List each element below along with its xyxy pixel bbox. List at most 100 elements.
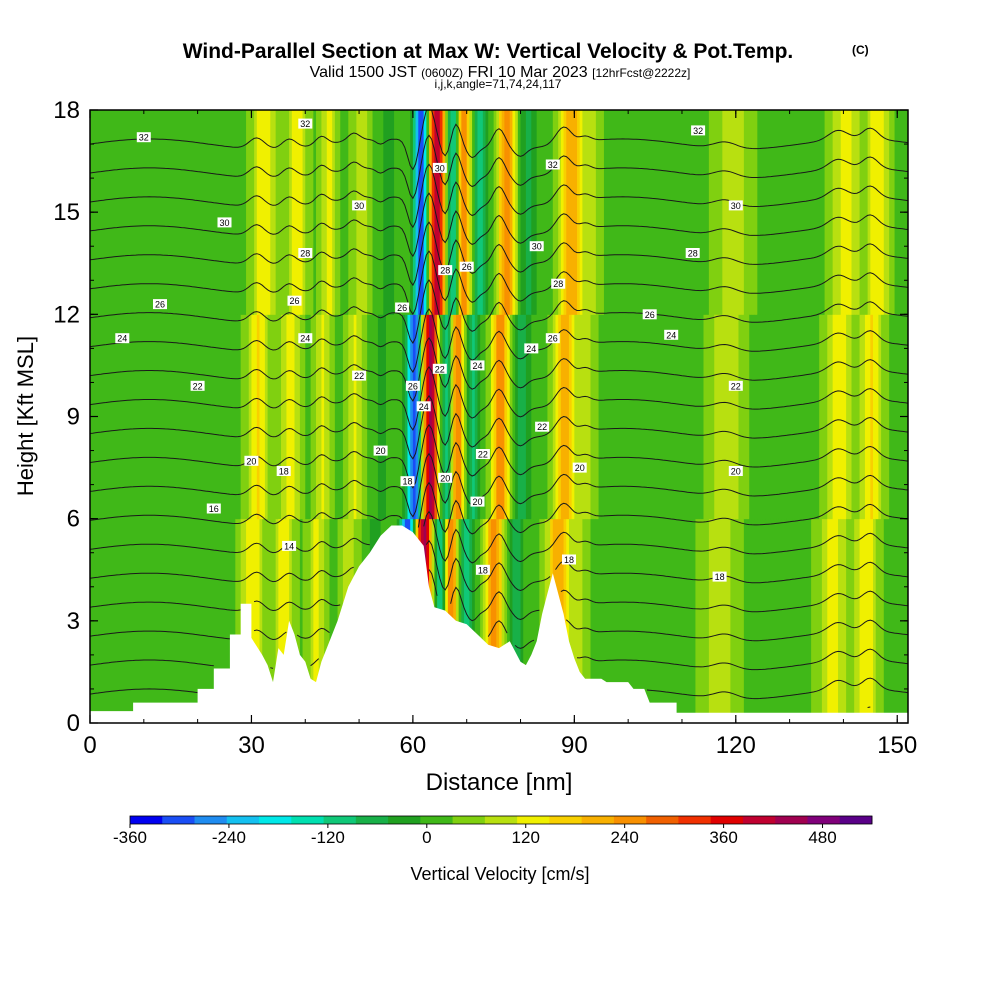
velocity-cell <box>299 314 304 520</box>
velocity-cell <box>687 110 691 315</box>
velocity-cell <box>738 110 742 315</box>
velocity-cell <box>835 314 839 520</box>
velocity-cell <box>601 314 605 520</box>
velocity-cell <box>630 110 635 315</box>
velocity-cell <box>595 518 600 723</box>
velocity-cell <box>100 110 105 315</box>
velocity-cell <box>886 110 890 315</box>
velocity-cell <box>141 110 145 315</box>
velocity-cell <box>501 314 505 520</box>
velocity-cell <box>353 110 357 315</box>
velocity-cell <box>684 518 688 723</box>
velocity-cell <box>746 110 750 315</box>
velocity-cell <box>294 314 298 520</box>
y-tick-label: 12 <box>53 301 80 328</box>
colorbar-segment <box>226 816 260 824</box>
theta-contour <box>90 308 908 373</box>
velocity-cell <box>811 518 815 723</box>
velocity-cell <box>873 110 877 315</box>
chart-subtitle: Valid 1500 JST (0600Z) FRI 10 Mar 2023 [… <box>310 64 691 81</box>
velocity-cell <box>829 314 834 520</box>
velocity-cell <box>862 314 866 520</box>
velocity-cell <box>894 314 898 520</box>
velocity-cell <box>385 110 390 315</box>
velocity-cell <box>768 314 772 520</box>
velocity-cell <box>356 314 360 520</box>
x-tick-label: 30 <box>238 732 265 759</box>
velocity-cell <box>447 314 452 520</box>
y-axis-label: Height [Kft MSL] <box>13 336 38 496</box>
velocity-cell <box>577 518 581 723</box>
velocity-cell <box>851 314 855 520</box>
velocity-cell <box>496 110 500 315</box>
velocity-cell <box>870 110 874 315</box>
velocity-cell <box>617 518 621 723</box>
contour-label: 28 <box>440 266 450 276</box>
velocity-cell <box>757 314 761 520</box>
velocity-cell <box>784 518 788 723</box>
velocity-cell <box>663 314 667 520</box>
velocity-cell <box>711 314 715 520</box>
velocity-cell <box>472 518 476 723</box>
velocity-cell <box>859 518 863 723</box>
contour-label: 26 <box>408 381 418 391</box>
velocity-cell <box>603 518 608 723</box>
velocity-cell <box>200 110 204 315</box>
velocity-cell <box>625 518 629 723</box>
velocity-cell <box>103 518 107 723</box>
velocity-cell <box>294 518 298 723</box>
velocity-cell <box>803 314 807 520</box>
velocity-cell <box>431 314 436 520</box>
velocity-cell <box>531 518 535 723</box>
velocity-cell <box>351 314 355 520</box>
velocity-cell <box>595 314 600 520</box>
velocity-cell <box>813 518 818 723</box>
contour-label-box <box>475 449 490 459</box>
velocity-cell <box>716 518 721 723</box>
velocity-cell <box>848 314 853 520</box>
velocity-cell <box>173 518 177 723</box>
velocity-cell <box>520 110 524 315</box>
contour-label-box <box>115 333 130 344</box>
colorbar-segment <box>775 816 808 824</box>
contour-label: 26 <box>289 296 299 306</box>
contour-label-box <box>395 302 410 313</box>
velocity-cell <box>803 110 807 315</box>
velocity-cell <box>181 314 185 520</box>
velocity-cell <box>192 314 196 520</box>
velocity-cell <box>778 518 783 723</box>
contour-label-box <box>276 466 291 476</box>
velocity-cell <box>708 314 713 520</box>
velocity-cell <box>838 518 842 723</box>
velocity-cell <box>402 314 406 520</box>
contour-label: 22 <box>537 422 547 432</box>
velocity-cell <box>507 518 511 723</box>
velocity-cell <box>770 314 775 520</box>
velocity-cell <box>307 110 312 315</box>
velocity-cell <box>278 518 282 723</box>
theta-contour <box>90 619 908 649</box>
velocity-cell <box>673 314 678 520</box>
velocity-cell <box>278 314 282 520</box>
velocity-cell <box>770 518 775 723</box>
velocity-cell <box>601 110 605 315</box>
velocity-cell <box>267 314 271 520</box>
contour-label: 26 <box>548 334 558 344</box>
velocity-cell <box>606 110 610 315</box>
velocity-cell <box>146 518 150 723</box>
velocity-cell <box>765 314 769 520</box>
velocity-cell <box>558 110 562 315</box>
velocity-cell <box>856 518 861 723</box>
velocity-cell <box>636 518 640 723</box>
contour-label: 32 <box>548 160 558 170</box>
velocity-cell <box>151 314 156 520</box>
velocity-cell <box>854 110 858 315</box>
velocity-cell <box>310 314 314 520</box>
x-tick-label: 90 <box>561 732 588 759</box>
velocity-cell <box>665 314 670 520</box>
contour-label: 18 <box>564 555 574 565</box>
theta-contour <box>90 192 908 258</box>
velocity-cell <box>466 314 470 520</box>
velocity-cell <box>889 110 893 315</box>
contour-label-box <box>728 380 743 391</box>
